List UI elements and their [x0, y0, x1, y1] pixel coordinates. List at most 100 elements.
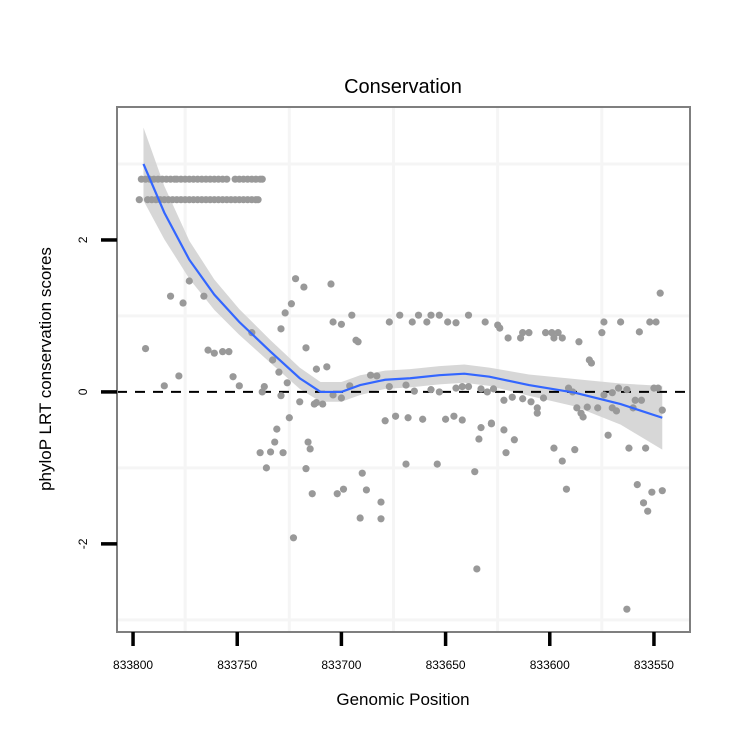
data-point — [269, 356, 277, 364]
data-point — [366, 371, 375, 379]
data-point — [291, 275, 300, 283]
data-point — [312, 365, 321, 373]
data-point — [571, 446, 579, 454]
data-point — [562, 485, 571, 493]
data-point — [644, 507, 652, 515]
data-point — [277, 325, 285, 333]
data-point — [225, 348, 233, 356]
data-point — [639, 499, 648, 507]
data-point — [166, 292, 175, 300]
data-point — [600, 318, 608, 326]
smooth-curve — [142, 163, 663, 419]
data-point — [608, 389, 616, 397]
data-point — [306, 445, 314, 453]
data-point — [533, 404, 541, 412]
panel-border — [116, 106, 691, 633]
data-point — [185, 277, 193, 285]
data-point — [279, 449, 287, 457]
data-point — [210, 349, 218, 357]
data-point — [254, 196, 262, 204]
data-point — [271, 438, 279, 446]
data-point — [542, 329, 550, 337]
data-point — [377, 498, 385, 506]
chart-title: Conservation — [344, 76, 462, 98]
x-tick-label: 833650 — [426, 658, 466, 672]
smooth-line — [142, 163, 663, 419]
confidence-band-area — [143, 127, 663, 450]
data-point — [550, 444, 558, 452]
data-point — [435, 388, 443, 396]
data-point — [648, 488, 656, 496]
data-point — [229, 373, 237, 381]
data-point — [473, 565, 481, 573]
data-point — [281, 309, 289, 317]
data-point — [635, 328, 643, 336]
data-point — [160, 382, 168, 390]
data-point — [175, 372, 183, 380]
data-point — [585, 356, 593, 364]
data-point — [391, 412, 400, 420]
x-tick-label: 833800 — [113, 658, 153, 672]
data-point — [302, 344, 310, 352]
data-point — [594, 404, 602, 412]
data-point — [433, 460, 441, 468]
data-point — [579, 413, 587, 421]
data-point — [656, 289, 664, 297]
data-point — [319, 400, 327, 408]
y-tick-label: 2 — [76, 236, 90, 243]
data-point — [496, 324, 504, 332]
data-point — [452, 384, 460, 392]
data-point — [141, 345, 150, 353]
data-point — [304, 438, 312, 446]
data-point — [262, 464, 270, 472]
data-point — [414, 311, 423, 319]
data-point — [614, 384, 623, 392]
data-point — [373, 372, 381, 380]
data-point — [487, 420, 496, 428]
data-point — [408, 318, 416, 326]
data-point — [377, 515, 385, 523]
data-point — [444, 318, 452, 326]
data-point — [427, 311, 435, 319]
data-point — [646, 318, 654, 326]
data-point — [550, 334, 558, 342]
data-point — [302, 465, 310, 473]
data-point — [219, 348, 227, 356]
data-point — [489, 385, 498, 393]
data-point — [558, 334, 566, 342]
data-point — [402, 460, 410, 468]
data-point — [658, 406, 666, 414]
data-point — [235, 382, 243, 390]
data-point — [500, 426, 508, 434]
data-point — [283, 379, 291, 387]
data-point — [471, 468, 479, 476]
data-point — [358, 469, 366, 477]
data-point — [204, 346, 212, 354]
data-point — [258, 388, 266, 396]
data-point — [519, 395, 527, 403]
data-point — [502, 449, 510, 457]
data-point — [381, 417, 389, 425]
x-axis-label: Genomic Position — [336, 690, 469, 709]
data-points — [135, 175, 666, 613]
x-tick-label: 833700 — [321, 658, 361, 672]
data-point — [558, 457, 566, 465]
data-point — [356, 514, 364, 522]
data-point — [612, 407, 621, 415]
data-point — [598, 329, 606, 337]
data-point — [481, 318, 489, 326]
gridlines — [117, 107, 690, 632]
data-point — [435, 311, 443, 319]
data-point — [396, 311, 404, 319]
data-point — [266, 448, 275, 456]
data-point — [300, 283, 308, 291]
data-point — [583, 403, 591, 411]
data-point — [458, 416, 466, 424]
data-point — [539, 394, 548, 402]
data-point — [464, 311, 473, 319]
data-point — [604, 431, 612, 439]
data-point — [625, 444, 633, 452]
data-point — [508, 393, 516, 401]
data-point — [533, 409, 541, 417]
data-point — [135, 196, 143, 204]
